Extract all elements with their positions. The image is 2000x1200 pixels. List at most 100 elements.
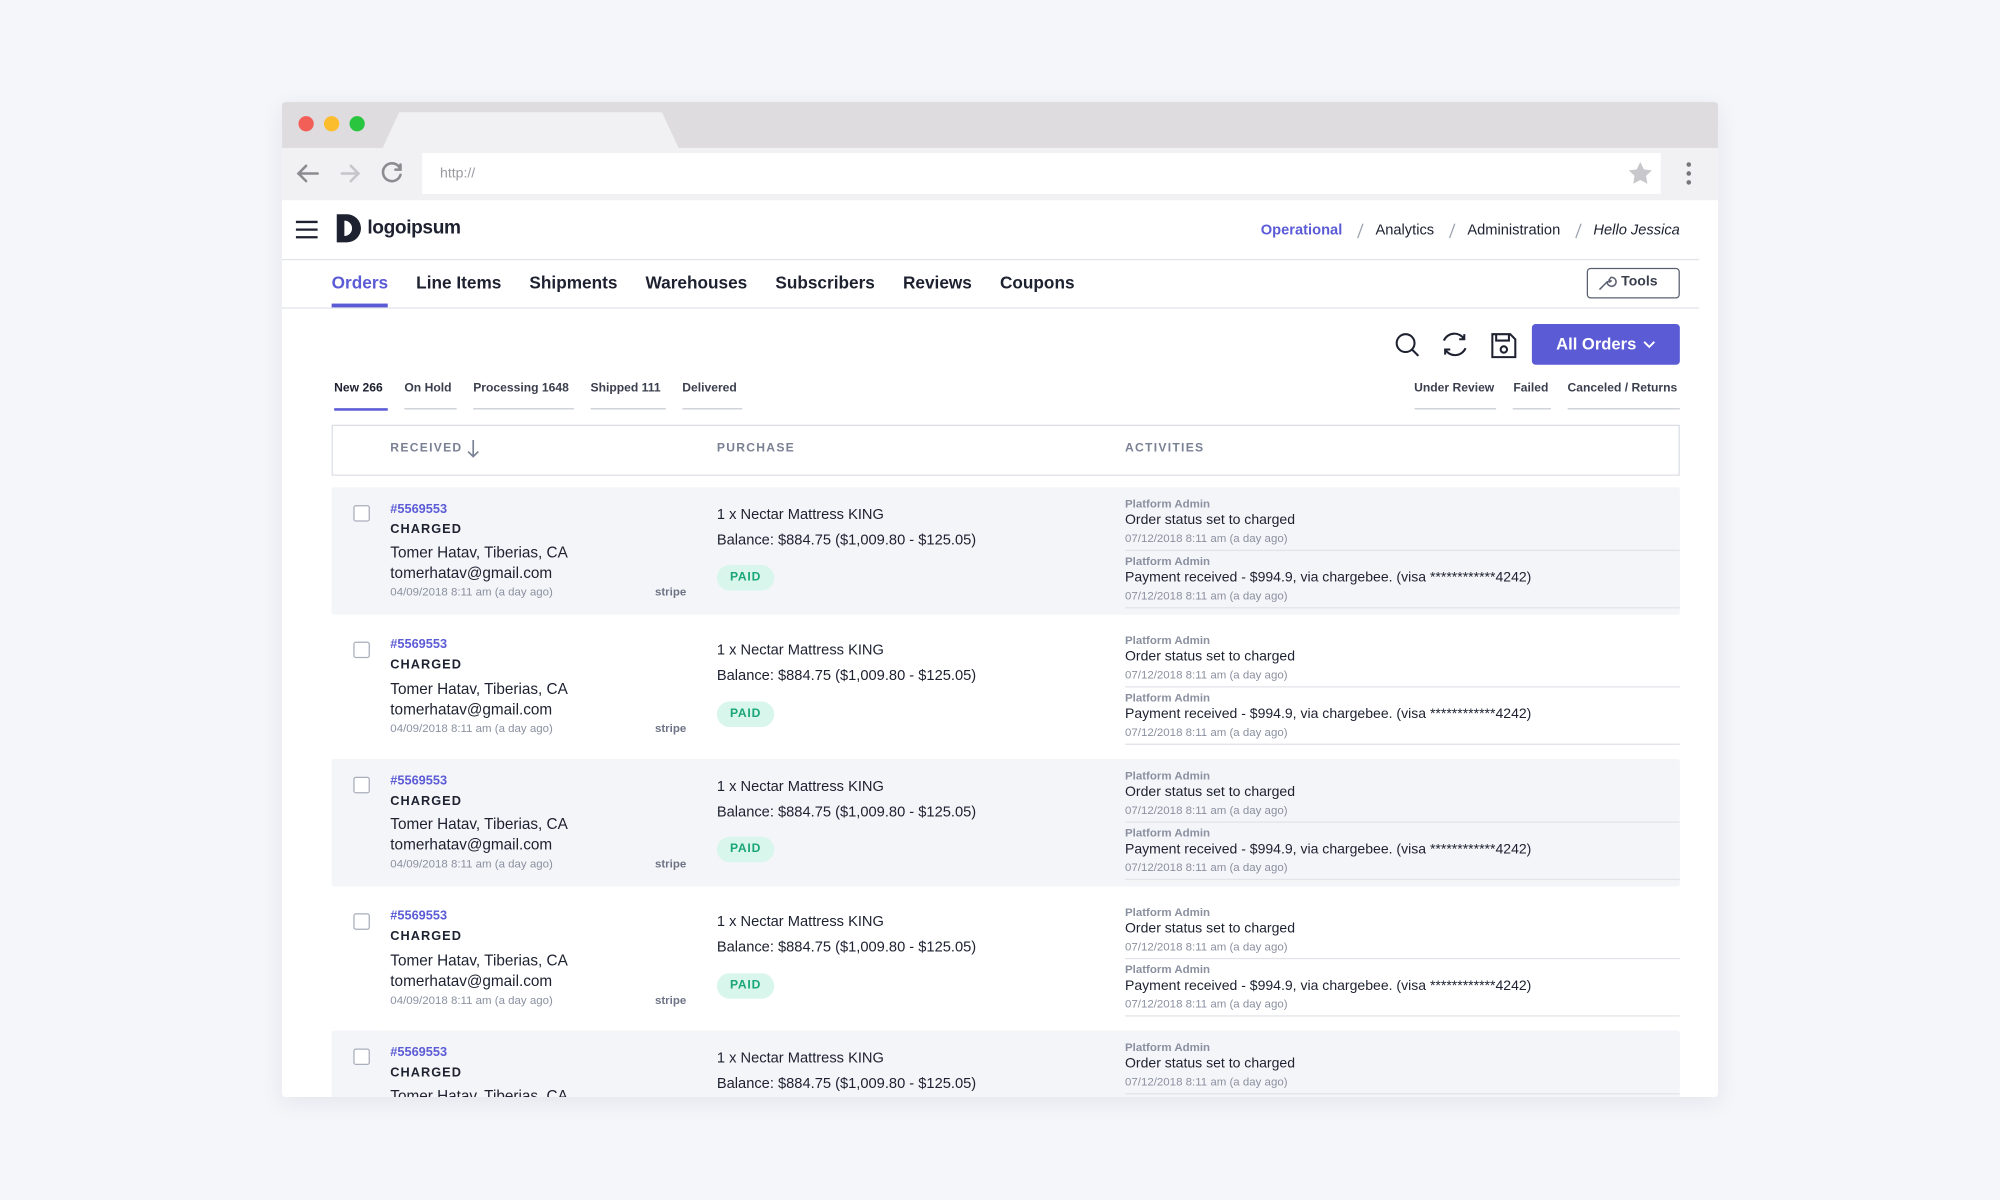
email: tomerhatav@gmail.com bbox=[390, 563, 553, 582]
nav-tab[interactable]: Reviews bbox=[902, 272, 972, 293]
order-status: CHARGED bbox=[390, 1065, 462, 1080]
wrench-icon bbox=[1598, 276, 1617, 291]
activity-time: 07/12/2018 8:11 am (a day ago) bbox=[1124, 939, 1288, 953]
chevron bbox=[1643, 341, 1656, 349]
customer: Tomer Hatav, Tiberias, CA bbox=[390, 543, 568, 562]
nav-link[interactable]: Analytics bbox=[1375, 222, 1435, 238]
all-orders-label[interactable]: All Orders bbox=[1556, 334, 1637, 354]
status-tab[interactable]: Under Review bbox=[1414, 381, 1495, 396]
divider bbox=[281, 258, 1699, 261]
customer: Tomer Hatav, Tiberias, CA bbox=[390, 950, 568, 969]
activity-text: Payment received - $994.9, via chargebee… bbox=[1124, 841, 1532, 858]
activity-divider bbox=[1124, 607, 1680, 609]
tools-button[interactable] bbox=[1586, 267, 1680, 299]
activity-text: Order status set to charged bbox=[1124, 512, 1296, 529]
received-date: 04/09/2018 8:11 am (a day ago) bbox=[390, 721, 553, 735]
activity-time: 07/12/2018 8:11 am (a day ago) bbox=[1124, 803, 1288, 817]
status-tab-underline bbox=[1567, 408, 1680, 410]
window-content: http:// logoipsum Tools All Orders Opera… bbox=[281, 102, 1719, 1097]
status-tab[interactable]: On Hold bbox=[404, 381, 452, 396]
nav-link[interactable]: Administration bbox=[1467, 222, 1561, 238]
order-id[interactable]: #5569553 bbox=[390, 1045, 448, 1060]
order-id[interactable]: #5569553 bbox=[390, 909, 448, 924]
nav-separator bbox=[1575, 223, 1582, 239]
status-tab-underline bbox=[473, 408, 574, 410]
row-checkbox[interactable] bbox=[353, 1048, 370, 1066]
activity-actor: Platform Admin bbox=[1124, 633, 1211, 647]
item: 1 x Nectar Mattress KING bbox=[716, 507, 884, 523]
order-id[interactable]: #5569553 bbox=[390, 501, 448, 516]
nav-tab[interactable]: Line Items bbox=[416, 272, 502, 293]
activity-divider bbox=[1124, 957, 1680, 959]
nav-tab[interactable]: Shipments bbox=[529, 272, 618, 293]
activity-text: Order status set to charged bbox=[1124, 920, 1296, 936]
order-status: CHARGED bbox=[390, 794, 462, 809]
activity-time: 07/12/2018 8:11 am (a day ago) bbox=[1124, 725, 1288, 738]
order-id[interactable]: #5569553 bbox=[390, 637, 448, 652]
activity-divider bbox=[1124, 685, 1680, 687]
row-checkbox[interactable] bbox=[353, 640, 370, 658]
activity-actor: Platform Admin bbox=[1124, 904, 1211, 918]
received-date: 04/09/2018 8:11 am (a day ago) bbox=[390, 857, 553, 870]
order-id[interactable]: #5569553 bbox=[390, 773, 448, 788]
toolbar-icons[interactable] bbox=[1393, 330, 1521, 361]
nav-link[interactable]: Hello Jessica bbox=[1593, 222, 1680, 238]
menu-icon[interactable] bbox=[295, 219, 319, 239]
status-tab[interactable]: Failed bbox=[1513, 381, 1549, 396]
received-date: 04/09/2018 8:11 am (a day ago) bbox=[390, 585, 553, 599]
paid-label: PAID bbox=[729, 977, 762, 992]
activity-actor: Platform Admin bbox=[1124, 769, 1211, 782]
customer: Tomer Hatav, Tiberias, CA bbox=[390, 815, 568, 833]
item: 1 x Nectar Mattress KING bbox=[716, 914, 884, 930]
all-orders-button[interactable] bbox=[1531, 323, 1680, 365]
row-background bbox=[331, 758, 1680, 887]
status-tab[interactable]: Processing 1648 bbox=[473, 381, 569, 396]
gateway: stripe bbox=[654, 721, 687, 735]
table-header bbox=[331, 424, 1680, 476]
status-tab[interactable]: Shipped 111 bbox=[590, 381, 661, 396]
status-tab[interactable]: Canceled / Returns bbox=[1567, 381, 1678, 396]
nav-tab[interactable]: Warehouses bbox=[645, 272, 748, 293]
activity-actor: Platform Admin bbox=[1124, 497, 1211, 511]
activity-text: Payment received - $994.9, via chargebee… bbox=[1124, 977, 1532, 993]
row-checkbox[interactable] bbox=[353, 505, 370, 522]
paid-badge bbox=[716, 565, 775, 591]
sort-arrow[interactable] bbox=[467, 439, 480, 459]
order-status: CHARGED bbox=[390, 658, 462, 673]
order-status: CHARGED bbox=[390, 522, 462, 537]
url-text[interactable]: http:// bbox=[440, 165, 476, 182]
logo-text[interactable]: logoipsum bbox=[367, 216, 461, 239]
nav-tab[interactable]: Orders bbox=[331, 272, 389, 293]
activity-text: Order status set to charged bbox=[1124, 1056, 1296, 1072]
tools-label[interactable]: Tools bbox=[1621, 274, 1658, 290]
balance: Balance: $884.75 ($1,009.80 - $125.05) bbox=[716, 1075, 977, 1092]
status-tab-underline bbox=[1513, 408, 1551, 410]
activity-actor: Platform Admin bbox=[1124, 962, 1211, 976]
row-checkbox[interactable] bbox=[353, 776, 370, 794]
item: 1 x Nectar Mattress KING bbox=[716, 642, 884, 659]
nav-separator bbox=[1449, 223, 1456, 239]
status-tab[interactable]: New 266 bbox=[334, 381, 383, 396]
row-checkbox[interactable] bbox=[353, 912, 370, 930]
gateway: stripe bbox=[654, 857, 687, 870]
gateway: stripe bbox=[654, 585, 687, 599]
nav-link[interactable]: Operational bbox=[1260, 222, 1343, 238]
logo-mark bbox=[336, 214, 361, 243]
status-tab[interactable]: Delivered bbox=[682, 381, 737, 396]
row-background bbox=[331, 1030, 1680, 1097]
nav-tab[interactable]: Coupons bbox=[999, 272, 1075, 293]
activity-actor: Platform Admin bbox=[1124, 1040, 1211, 1054]
activity-time: 07/12/2018 8:11 am (a day ago) bbox=[1124, 996, 1288, 1010]
status-tab-underline bbox=[590, 408, 666, 410]
paid-badge bbox=[716, 836, 775, 863]
activity-actor: Platform Admin bbox=[1124, 690, 1211, 704]
column-header: PURCHASE bbox=[716, 441, 796, 456]
balance: Balance: $884.75 ($1,009.80 - $125.05) bbox=[716, 532, 977, 548]
nav-tab[interactable]: Subscribers bbox=[775, 272, 875, 293]
status-tab-underline bbox=[682, 408, 742, 410]
paid-label: PAID bbox=[729, 841, 762, 856]
paid-badge bbox=[716, 972, 775, 999]
activity-actor: Platform Admin bbox=[1124, 554, 1211, 568]
